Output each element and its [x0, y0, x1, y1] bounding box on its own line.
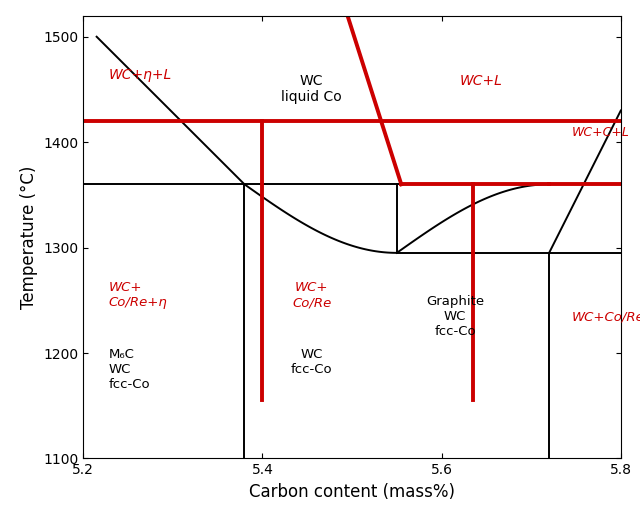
Text: WC+L: WC+L: [460, 73, 502, 88]
Text: WC
liquid Co: WC liquid Co: [282, 73, 342, 104]
Text: Graphite
WC
fcc-Co: Graphite WC fcc-Co: [426, 295, 484, 338]
Text: WC+Co/Re+C: WC+Co/Re+C: [572, 311, 640, 324]
Text: WC+
Co/Re+η: WC+ Co/Re+η: [108, 281, 167, 309]
Text: WC+C+L: WC+C+L: [572, 126, 629, 139]
Text: WC+
Co/Re: WC+ Co/Re: [292, 281, 332, 309]
Text: M₆C
WC
fcc-Co: M₆C WC fcc-Co: [108, 348, 150, 391]
Y-axis label: Temperature (°C): Temperature (°C): [20, 165, 38, 309]
Text: WC
fcc-Co: WC fcc-Co: [291, 348, 333, 376]
Text: WC+η+L: WC+η+L: [108, 68, 172, 82]
X-axis label: Carbon content (mass%): Carbon content (mass%): [249, 483, 455, 501]
